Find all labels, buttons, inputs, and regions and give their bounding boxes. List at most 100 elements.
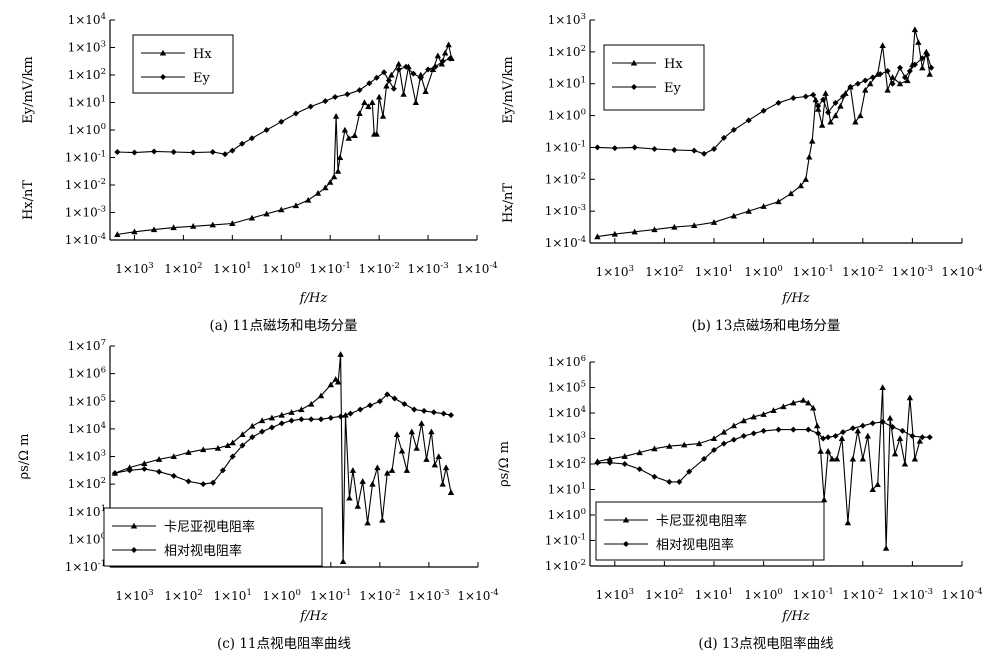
data-point	[862, 77, 869, 84]
data-point	[611, 145, 618, 152]
data-point	[869, 486, 876, 493]
y-axis-label-bottom: Hx/nT	[501, 183, 516, 223]
data-point	[919, 434, 926, 441]
data-point	[170, 453, 177, 460]
series-first	[111, 351, 455, 565]
y-tick-label: 1×103	[68, 40, 106, 55]
data-point	[126, 467, 133, 474]
data-point	[904, 77, 911, 84]
data-point	[879, 418, 886, 425]
data-point	[341, 126, 349, 133]
series-second	[114, 55, 454, 158]
data-point	[671, 146, 678, 153]
data-point	[621, 461, 628, 467]
data-point	[327, 414, 334, 421]
data-point	[760, 203, 767, 209]
panel-a: 1×10-4 1×10-3 1×10-2 1×10-1 1×100 1×101 1×102 1…	[21, 12, 498, 334]
data-point	[156, 468, 163, 475]
data-point	[787, 190, 795, 197]
data-point	[278, 206, 285, 213]
data-point	[209, 149, 216, 155]
data-point	[384, 469, 391, 476]
data-point	[800, 397, 807, 403]
data-point	[844, 519, 852, 526]
data-point	[740, 432, 747, 439]
data-point	[869, 74, 876, 81]
data-point	[839, 93, 846, 100]
data-point	[815, 430, 822, 437]
data-point	[790, 399, 797, 406]
legend-box	[595, 501, 825, 561]
y-axis-label: ρs/Ω m	[17, 434, 32, 480]
data-point	[710, 435, 718, 442]
x-tick-label: 1×10-3	[892, 264, 933, 279]
y-axis-label-bottom: Hx/nT	[21, 180, 36, 220]
data-point	[838, 435, 846, 442]
y-tick-label: 1×10-3	[545, 203, 586, 218]
x-tick-label: 1×103	[596, 264, 634, 279]
data-point	[337, 413, 344, 420]
data-point	[909, 432, 916, 439]
data-point	[760, 411, 767, 417]
data-point	[636, 449, 643, 456]
data-point	[611, 230, 618, 237]
data-point	[906, 67, 913, 74]
y-tick-label: 1×103	[68, 449, 106, 464]
data-point	[304, 196, 312, 203]
y-tick-label: 1×104	[68, 12, 106, 27]
x-tick-label: 1×10-1	[310, 261, 351, 276]
data-point	[859, 422, 866, 429]
data-point	[408, 428, 415, 435]
data-point	[278, 118, 285, 125]
data-point	[827, 118, 834, 125]
data-point	[760, 107, 767, 114]
x-axis-label: f/Hz	[781, 291, 810, 306]
y-tick-label: 1×106	[548, 354, 586, 369]
legend-label: 卡尼亚视电阻率	[164, 519, 255, 535]
data-point	[288, 409, 295, 415]
data-point	[770, 407, 777, 414]
legend-marker	[159, 49, 167, 56]
data-point	[879, 384, 886, 391]
data-point	[361, 99, 368, 106]
data-point	[691, 147, 698, 154]
x-tick-label: 1×100	[262, 261, 300, 276]
data-point	[442, 464, 450, 471]
data-point	[278, 411, 285, 418]
x-tick-label: 1×100	[744, 587, 782, 602]
data-point	[359, 478, 366, 484]
data-point	[780, 403, 787, 410]
data-point	[810, 91, 817, 98]
data-point	[339, 558, 347, 565]
data-point	[926, 70, 933, 77]
data-point	[884, 86, 891, 93]
data-point	[239, 442, 246, 449]
data-point	[229, 147, 236, 154]
data-point	[385, 77, 392, 84]
data-point	[190, 149, 197, 156]
data-point	[259, 428, 266, 435]
data-point	[398, 447, 406, 454]
y-tick-label: 1×10-1	[65, 150, 106, 165]
data-point	[403, 467, 411, 473]
data-point	[802, 93, 809, 100]
data-point	[806, 153, 813, 160]
data-point	[351, 132, 358, 139]
legend-label: Ey	[664, 81, 681, 96]
x-tick-label: 1×10-2	[359, 261, 400, 276]
panel-caption: (d) 13点视电阻率曲线	[698, 635, 833, 652]
data-point	[336, 154, 344, 161]
data-point	[430, 409, 437, 416]
legend-label: 相对视电阻率	[164, 543, 242, 559]
data-point	[790, 95, 797, 102]
legend-box	[132, 34, 234, 94]
data-point	[651, 146, 658, 153]
data-point	[131, 228, 138, 235]
data-point	[388, 71, 395, 78]
data-point	[388, 467, 396, 473]
data-point	[720, 134, 727, 141]
data-point	[322, 98, 329, 105]
data-point	[151, 148, 158, 155]
